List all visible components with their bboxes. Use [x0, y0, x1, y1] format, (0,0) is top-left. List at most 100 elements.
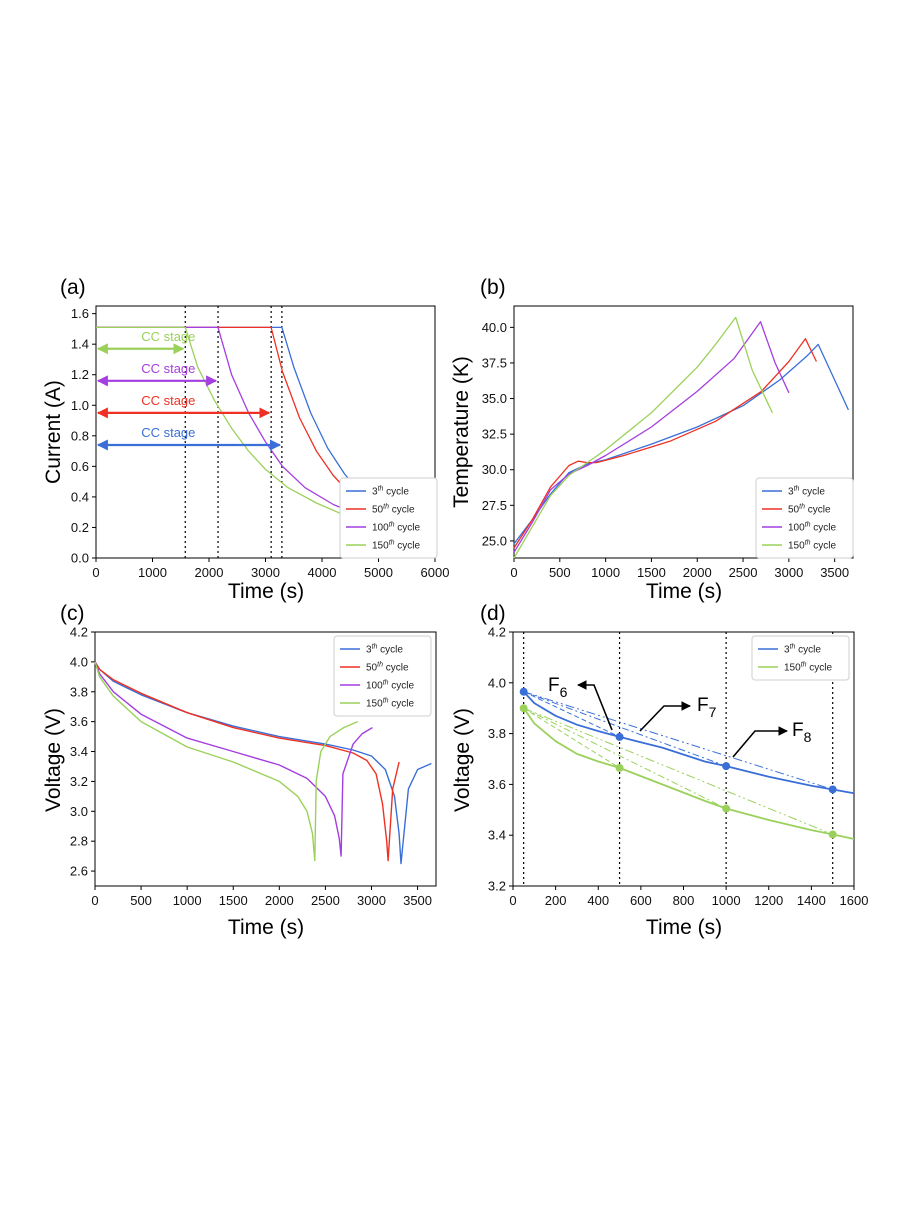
x-axis-label: Time (s) — [646, 580, 722, 603]
panel-a-label: (a) — [60, 276, 86, 299]
legend-num: 3 — [366, 645, 372, 656]
plot-frame — [94, 631, 437, 887]
legend-sup: th — [389, 540, 395, 547]
chord-line-c3 — [523, 691, 727, 767]
legend-label-c3: 3th cycle — [788, 486, 825, 498]
cc-stage-annotations: CC stage CC stage CC stage CC stage — [96, 329, 281, 451]
x-tick-label: 1000 — [712, 893, 741, 908]
x-axis-label: Time (s) — [646, 916, 722, 939]
legend-num: 100 — [366, 681, 383, 692]
x-tick-label: 3500 — [403, 893, 432, 908]
y-tick-label: 30.0 — [482, 462, 507, 477]
y-tick-label: 27.5 — [482, 498, 507, 513]
legend-box — [755, 477, 854, 559]
legend-num: 3 — [788, 487, 794, 498]
chord-line-c3 — [523, 691, 833, 790]
cc-stage-label-c3: CC stage — [141, 425, 195, 440]
y-tick-label: 4.2 — [488, 625, 506, 640]
x-tick-label: 6000 — [421, 565, 450, 580]
legend-num: 150 — [788, 541, 805, 552]
x-tick-label: 400 — [587, 893, 609, 908]
x-tick-label: 1500 — [637, 565, 666, 580]
legend-sup: th — [389, 522, 395, 529]
sample-marker-c3 — [519, 687, 528, 696]
legend-label-c3: 3th cycle — [366, 644, 403, 656]
f6-arrow — [577, 680, 613, 731]
legend-num: 3 — [784, 645, 790, 656]
y-ticks: 3.2 3.4 3.6 3.8 4.0 4.2 — [488, 625, 513, 894]
sample-marker-c150 — [722, 804, 731, 813]
legend-num: 150 — [372, 541, 389, 552]
legend-label-c150: 150th cycle — [788, 540, 837, 552]
x-tick-label: 1500 — [219, 893, 248, 908]
legend-num: 150 — [784, 663, 801, 674]
y-tick-label: 1.6 — [71, 306, 89, 321]
legend-num: 50 — [366, 663, 378, 674]
chord-lines — [523, 691, 833, 835]
panel-d-label: (d) — [480, 602, 506, 625]
cc-stage-label-c50: CC stage — [141, 393, 195, 408]
legend-suffix: cycle — [811, 541, 837, 552]
series-line-c50 — [94, 661, 400, 862]
chart-panel-a: 0 1000 2000 3000 4000 5000 6000 0.00.20.40.60.… — [42, 305, 449, 603]
panel-b-label: (b) — [480, 276, 506, 299]
legend-sup: th — [377, 662, 383, 669]
y-tick-label: 4.0 — [70, 654, 88, 669]
x-tick-label: 0 — [510, 565, 517, 580]
y-tick-label: 35.0 — [482, 391, 507, 406]
series-line-c50 — [513, 338, 817, 549]
x-tick-label: 1600 — [840, 893, 869, 908]
y-tick-label: 40.0 — [482, 320, 507, 335]
sample-marker-c3 — [828, 785, 837, 794]
legend-suffix: cycle — [389, 699, 415, 710]
y-tick-label: 0.0 — [71, 551, 89, 566]
y-ticks: 0.0 0.2 0.4 0.6 0.8 1.0 1.2 1.4 1.6 — [71, 306, 96, 566]
legend-sup: th — [794, 486, 800, 493]
y-tick-label: 2.8 — [70, 834, 88, 849]
y-tick-label: 25.0 — [482, 533, 507, 548]
x-tick-label: 1000 — [138, 565, 167, 580]
series-line-c150 — [522, 707, 855, 840]
chord-line-c150 — [523, 707, 833, 835]
x-ticks: 0 1000 2000 3000 4000 5000 6000 — [92, 558, 449, 580]
feature-label-base: F — [697, 695, 709, 716]
f7-arrow — [639, 701, 691, 732]
legend-suffix: cycle — [799, 487, 825, 498]
y-tick-label: 1.0 — [71, 398, 89, 413]
y-tick-label: 3.8 — [70, 684, 88, 699]
legend-suffix: cycle — [389, 505, 415, 516]
x-tick-label: 2500 — [311, 893, 340, 908]
x-tick-label: 1200 — [754, 893, 783, 908]
sample-marker-c150 — [828, 830, 837, 839]
feature-label: F6 — [548, 675, 568, 700]
legend-sup: th — [378, 486, 384, 493]
y-tick-label: 3.8 — [488, 726, 506, 741]
legend-label-c3: 3th cycle — [372, 486, 409, 498]
y-tick-label: 1.4 — [71, 337, 89, 352]
sample-marker-c150 — [615, 763, 624, 772]
y-axis-label: Current (A) — [42, 380, 65, 484]
x-tick-label: 2000 — [195, 565, 224, 580]
series-line-c3 — [513, 343, 849, 545]
y-tick-label: 3.2 — [488, 879, 506, 894]
chart-panel-c: 0 500 1000 1500 2000 2500 3000 3500 2.6 2.8 3.0 3.… — [42, 625, 437, 939]
legend-label-c150: 150th cycle — [366, 698, 415, 710]
y-tick-label: 2.6 — [70, 864, 88, 879]
x-tick-label: 4000 — [308, 565, 337, 580]
y-tick-label: 1.2 — [71, 367, 89, 382]
legend-suffix: cycle — [805, 505, 831, 516]
y-tick-label: 32.5 — [482, 427, 507, 442]
x-axis-label: Time (s) — [228, 580, 304, 603]
x-tick-label: 1400 — [797, 893, 826, 908]
legend-suffix: cycle — [395, 523, 421, 534]
y-axis-label: Voltage (V) — [451, 708, 474, 812]
sample-marker-c3 — [615, 732, 624, 741]
legend-label-c150: 150th cycle — [784, 662, 833, 674]
chart-panel-d: 0 200 400 600 800 1000 1200 1400 1600 3.23.43.63… — [451, 625, 868, 940]
x-tick-label: 1000 — [173, 893, 202, 908]
series-lines — [522, 691, 855, 840]
x-tick-label: 0 — [92, 565, 99, 580]
